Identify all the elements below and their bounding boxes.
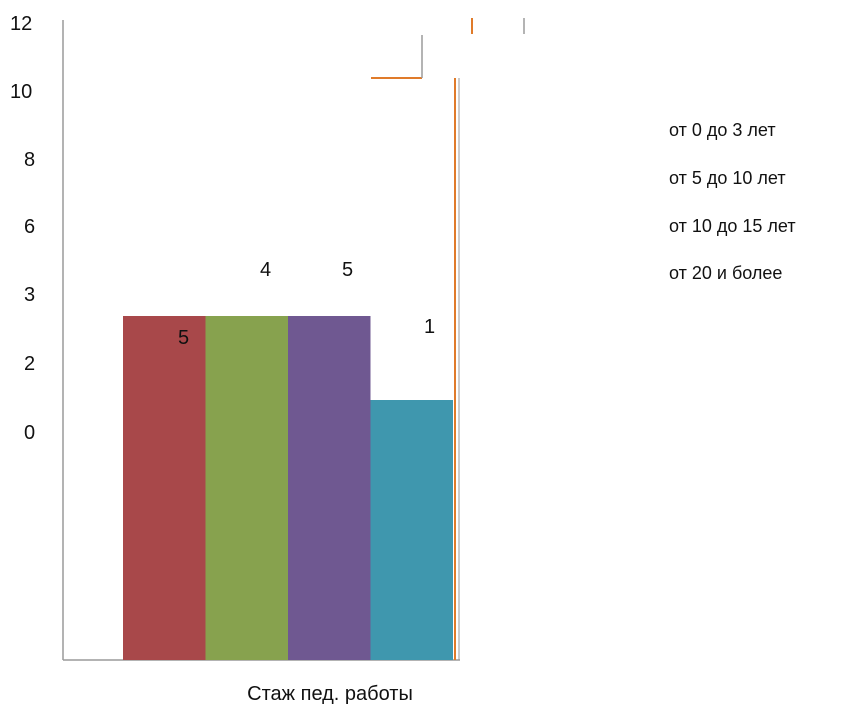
legend-item: от 0 до 3 лет [669, 120, 776, 140]
y-tick-label: 3 [24, 284, 35, 306]
data-label: 5 [178, 327, 189, 349]
legend-item: от 20 и более [669, 263, 782, 283]
y-tick-label: 6 [24, 216, 35, 238]
data-label: 4 [260, 259, 271, 281]
legend: от 0 до 3 лет от 5 до 10 лет от 10 до 15… [669, 120, 796, 283]
bar-series-3 [288, 316, 371, 660]
bar-series-2 [205, 316, 288, 660]
legend-item: от 5 до 10 лет [669, 168, 786, 188]
y-tick-label: 12 [10, 13, 32, 35]
bar-series-4 [370, 400, 453, 660]
y-tick-label: 8 [24, 149, 35, 171]
data-label: 5 [342, 259, 353, 281]
legend-item: от 10 до 15 лет [669, 216, 796, 236]
x-axis-title: Стаж пед. работы [247, 683, 413, 705]
y-tick-label: 2 [24, 353, 35, 375]
y-tick-label: 0 [24, 422, 35, 444]
y-tick-label: 10 [10, 81, 32, 103]
data-label: 1 [424, 316, 435, 338]
bar-series-1 [123, 316, 206, 660]
